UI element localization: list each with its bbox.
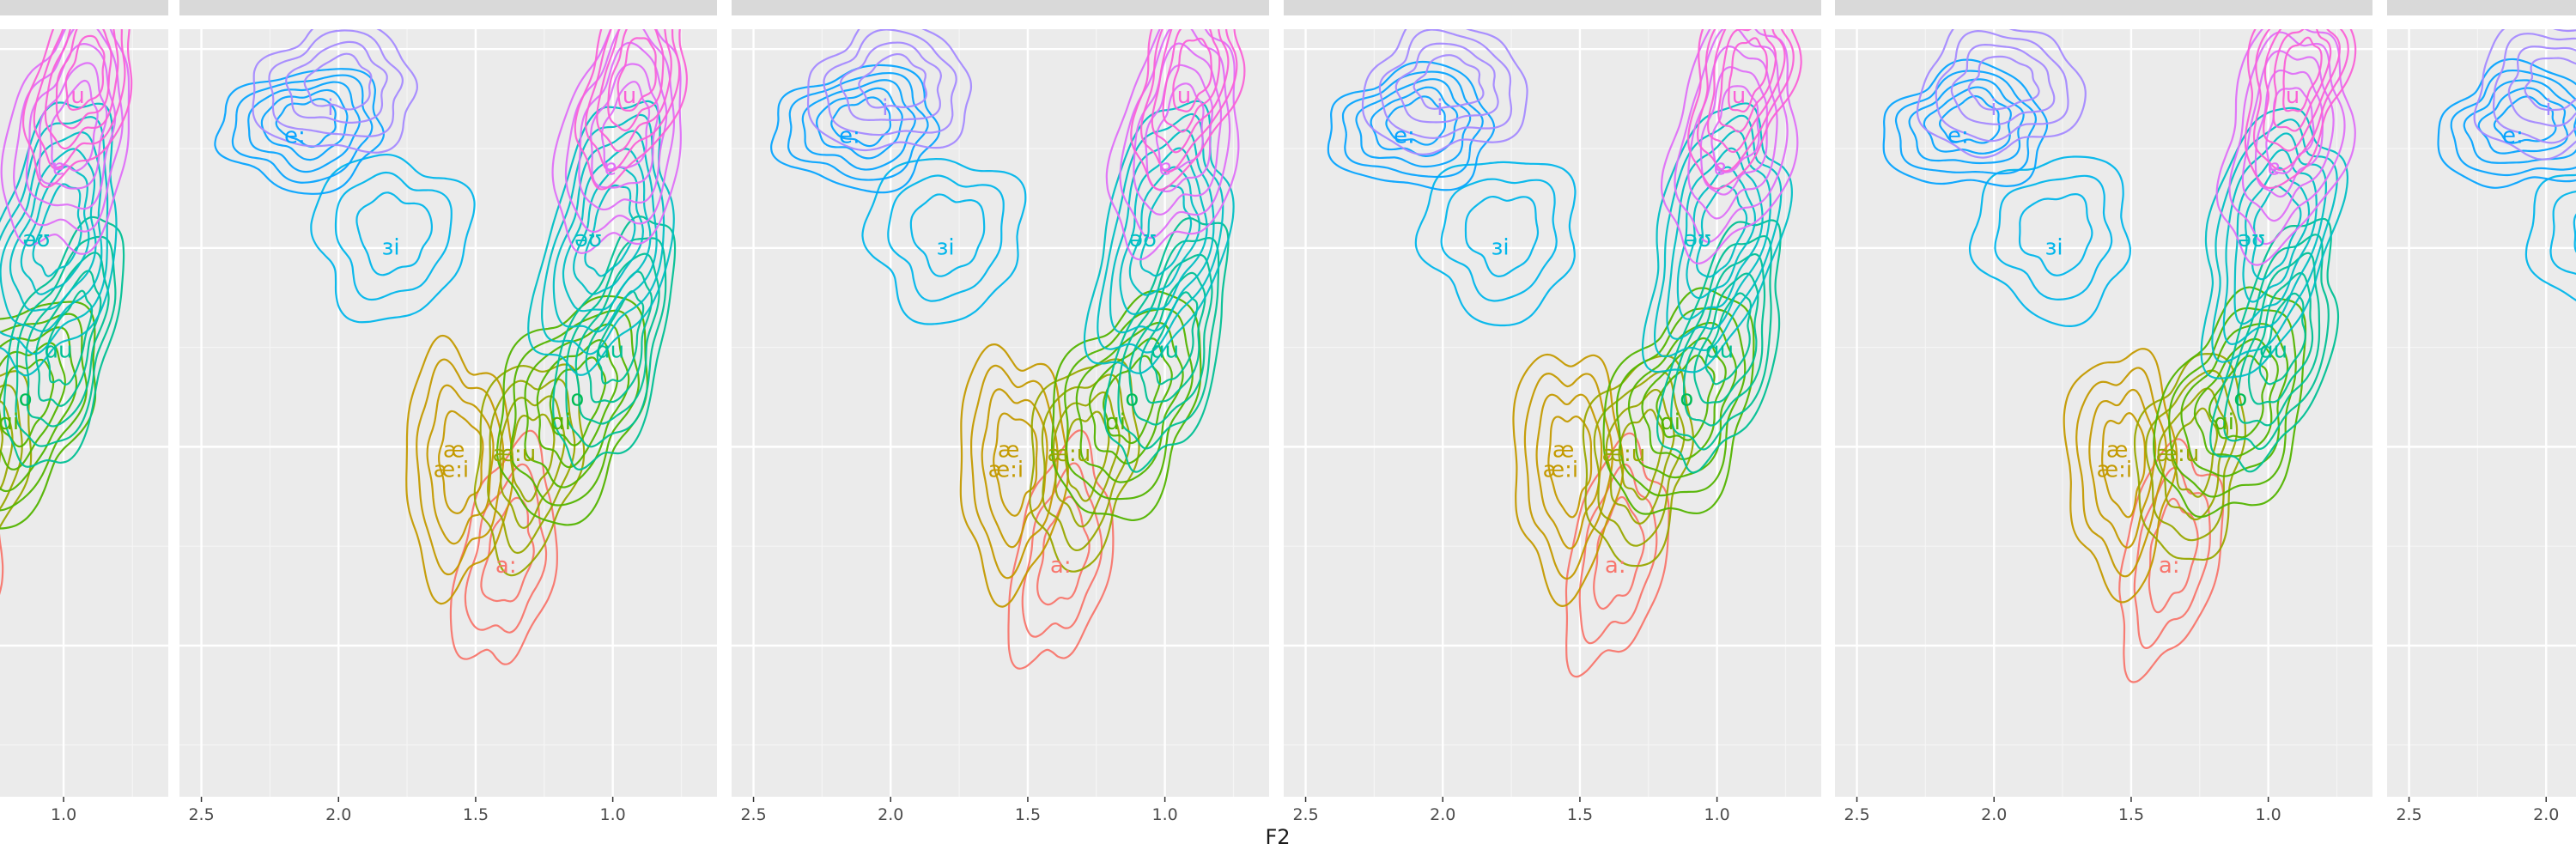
facet-strip [179, 0, 717, 15]
vowel-label: ɑu [1705, 338, 1734, 364]
vowel-label: o [1680, 385, 1693, 411]
vowel-label: i [2545, 95, 2551, 121]
x-tick-label: 2.0 [1430, 805, 1455, 824]
x-tick-label: 1.0 [600, 805, 626, 824]
x-tick-label: 1.5 [2118, 805, 2144, 824]
vowel-label: æ:u [492, 441, 536, 467]
panel-background [1835, 29, 2372, 797]
vowel-label: æ:i [2097, 458, 2133, 483]
vowel-label: ɐ [604, 155, 617, 181]
facet-strip [732, 0, 1269, 15]
facet-strip [0, 0, 168, 15]
vowel-label: u [70, 83, 84, 109]
x-tick-label: 1.5 [1015, 805, 1041, 824]
x-tick-label: 1.0 [51, 805, 76, 824]
strip-layer [0, 0, 2576, 15]
vowel-label: ɑu [2259, 338, 2287, 364]
x-axis-title: F2 [1265, 825, 1290, 849]
vowel-label: i [882, 95, 888, 121]
vowel-label: æ:i [1543, 458, 1579, 483]
vowel-label: e: [1947, 124, 1969, 149]
vowel-label: əʊ [1684, 227, 1711, 252]
vowel-label: o [19, 385, 33, 411]
vowel-label: æ:u [2155, 441, 2199, 467]
x-tick-label: 2.0 [325, 805, 351, 824]
vowel-label: o [1125, 385, 1139, 411]
vowel-label: ɑi [0, 410, 19, 435]
vowel-label: u [623, 83, 636, 109]
vowel-label: a: [495, 553, 517, 579]
tick-layer: 1.0 2.5 2.0 1.5 1.0 2.5 2.0 1.5 1.0 2.5 2.0 1.5 1.0 2… [51, 797, 2559, 824]
vowel-label: æ:u [1047, 441, 1091, 467]
vowel-label: ɐ [1713, 155, 1727, 181]
vowel-label: æ:u [1601, 441, 1645, 467]
vowel-label: əʊ [2238, 227, 2265, 252]
vowel-label: ɜi [2045, 234, 2063, 260]
x-tick-label: 1.5 [463, 805, 489, 824]
x-tick-label: 2.0 [1981, 805, 2007, 824]
vowel-label: əʊ [22, 227, 50, 252]
vowel-label: ɑu [45, 338, 73, 364]
x-tick-label: 1.5 [1567, 805, 1593, 824]
x-tick-label: 2.5 [1844, 805, 1869, 824]
vowel-label: ɑi [2214, 410, 2234, 435]
vowel-label: ɐ [1158, 155, 1172, 181]
panel-layer: a:ææ:iæ:uɑioɑuəʊɜie:iɐua:ææ:iæ:uɑioɑuəʊɜ… [0, 0, 2576, 797]
vowel-label: e: [839, 124, 860, 149]
x-tick-label: 1.0 [1704, 805, 1730, 824]
panel-background [0, 29, 168, 797]
panel-background [732, 29, 1269, 797]
x-tick-label: 2.5 [2396, 805, 2421, 824]
vowel-label: a: [1050, 553, 1072, 579]
vowel-label: æ:i [434, 458, 470, 483]
vowel-label: i [1437, 95, 1443, 121]
vowel-label: ɑi [550, 410, 571, 435]
vowel-label: a: [2159, 553, 2180, 579]
vowel-label: əʊ [1129, 227, 1157, 252]
vowel-label: ɑu [1151, 338, 1179, 364]
x-tick-label: 1.0 [2256, 805, 2281, 824]
x-tick-label: 2.0 [2533, 805, 2559, 824]
vowel-label: ɜi [382, 234, 400, 260]
facet-strip [1835, 0, 2372, 15]
vowel-label: i [327, 95, 333, 121]
vowel-label: ɑi [1660, 410, 1680, 435]
facet-strip [1284, 0, 1821, 15]
x-tick-label: 2.5 [188, 805, 214, 824]
vowel-label: e: [2502, 124, 2524, 149]
vowel-label: o [570, 385, 584, 411]
vowel-label: e: [284, 124, 306, 149]
panel-background [2387, 29, 2576, 797]
vowel-label: ɜi [1492, 234, 1510, 260]
vowel-label: e: [1394, 124, 1415, 149]
vowel-label: ɑi [1105, 410, 1126, 435]
facet-strip [2387, 0, 2576, 15]
vowel-label: ɐ [2267, 155, 2281, 181]
x-tick-label: 2.5 [740, 805, 766, 824]
vowel-label: ɐ [52, 155, 65, 181]
x-tick-label: 2.0 [878, 805, 903, 824]
vowel-label: ɜi [937, 234, 955, 260]
vowel-label: u [2286, 83, 2300, 109]
vowel-label: u [1177, 83, 1191, 109]
vowel-label: o [2233, 385, 2247, 411]
x-tick-label: 1.0 [1152, 805, 1178, 824]
vowel-label: əʊ [574, 227, 602, 252]
vowel-label: æ:i [988, 458, 1024, 483]
x-tick-label: 2.5 [1292, 805, 1318, 824]
vowel-label: ɑu [596, 338, 624, 364]
vowel-label: i [1990, 95, 1996, 121]
vowel-label: u [1732, 83, 1746, 109]
vowel-label: a: [1605, 553, 1626, 579]
